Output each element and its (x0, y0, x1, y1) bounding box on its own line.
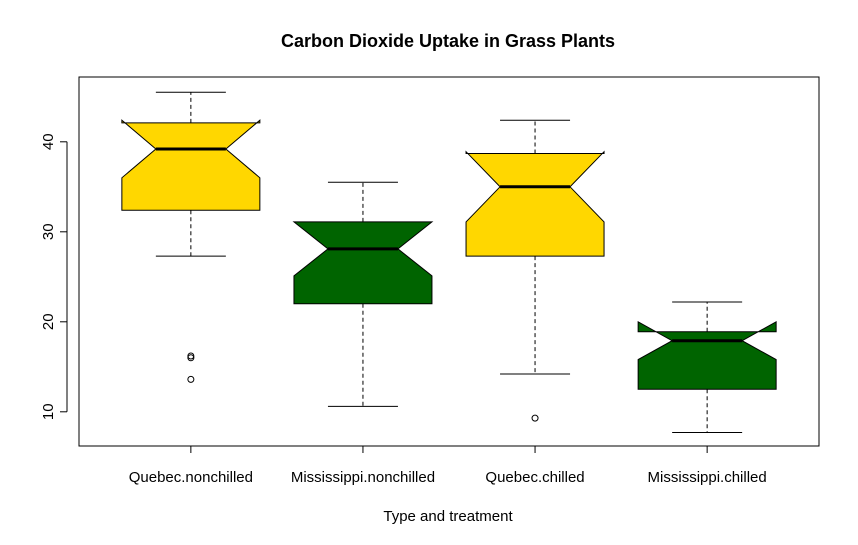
x-tick-label: Quebec.nonchilled (129, 469, 253, 486)
y-tick-label: 10 (40, 403, 57, 420)
y-tick-label: 20 (40, 313, 57, 330)
x-axis-label: Type and treatment (383, 508, 513, 525)
x-tick-label: Quebec.chilled (485, 469, 584, 486)
x-axis: Quebec.nonchilled Mississippi.nonchilled Q… (129, 445, 767, 486)
notched-box (292, 221, 434, 305)
box-3 (465, 119, 605, 422)
outlier-point (187, 375, 195, 383)
box-1 (121, 91, 261, 383)
y-tick-label: 40 (40, 133, 57, 150)
x-tick-label: Mississippi.nonchilled (291, 469, 435, 486)
box-4 (637, 301, 777, 433)
outlier-point (187, 352, 195, 360)
notched-box (121, 119, 261, 211)
box-2 (292, 181, 434, 407)
chart-title: Carbon Dioxide Uptake in Grass Plants (281, 31, 615, 51)
y-axis: 10 20 30 40 (40, 133, 68, 420)
notched-box (465, 150, 605, 257)
outlier-point (531, 414, 539, 422)
notched-box (637, 320, 777, 390)
boxes-layer (121, 91, 777, 433)
x-tick-label: Mississippi.chilled (648, 469, 767, 486)
y-tick-label: 30 (40, 223, 57, 240)
